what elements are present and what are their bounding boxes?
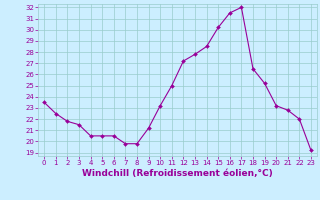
X-axis label: Windchill (Refroidissement éolien,°C): Windchill (Refroidissement éolien,°C): [82, 169, 273, 178]
